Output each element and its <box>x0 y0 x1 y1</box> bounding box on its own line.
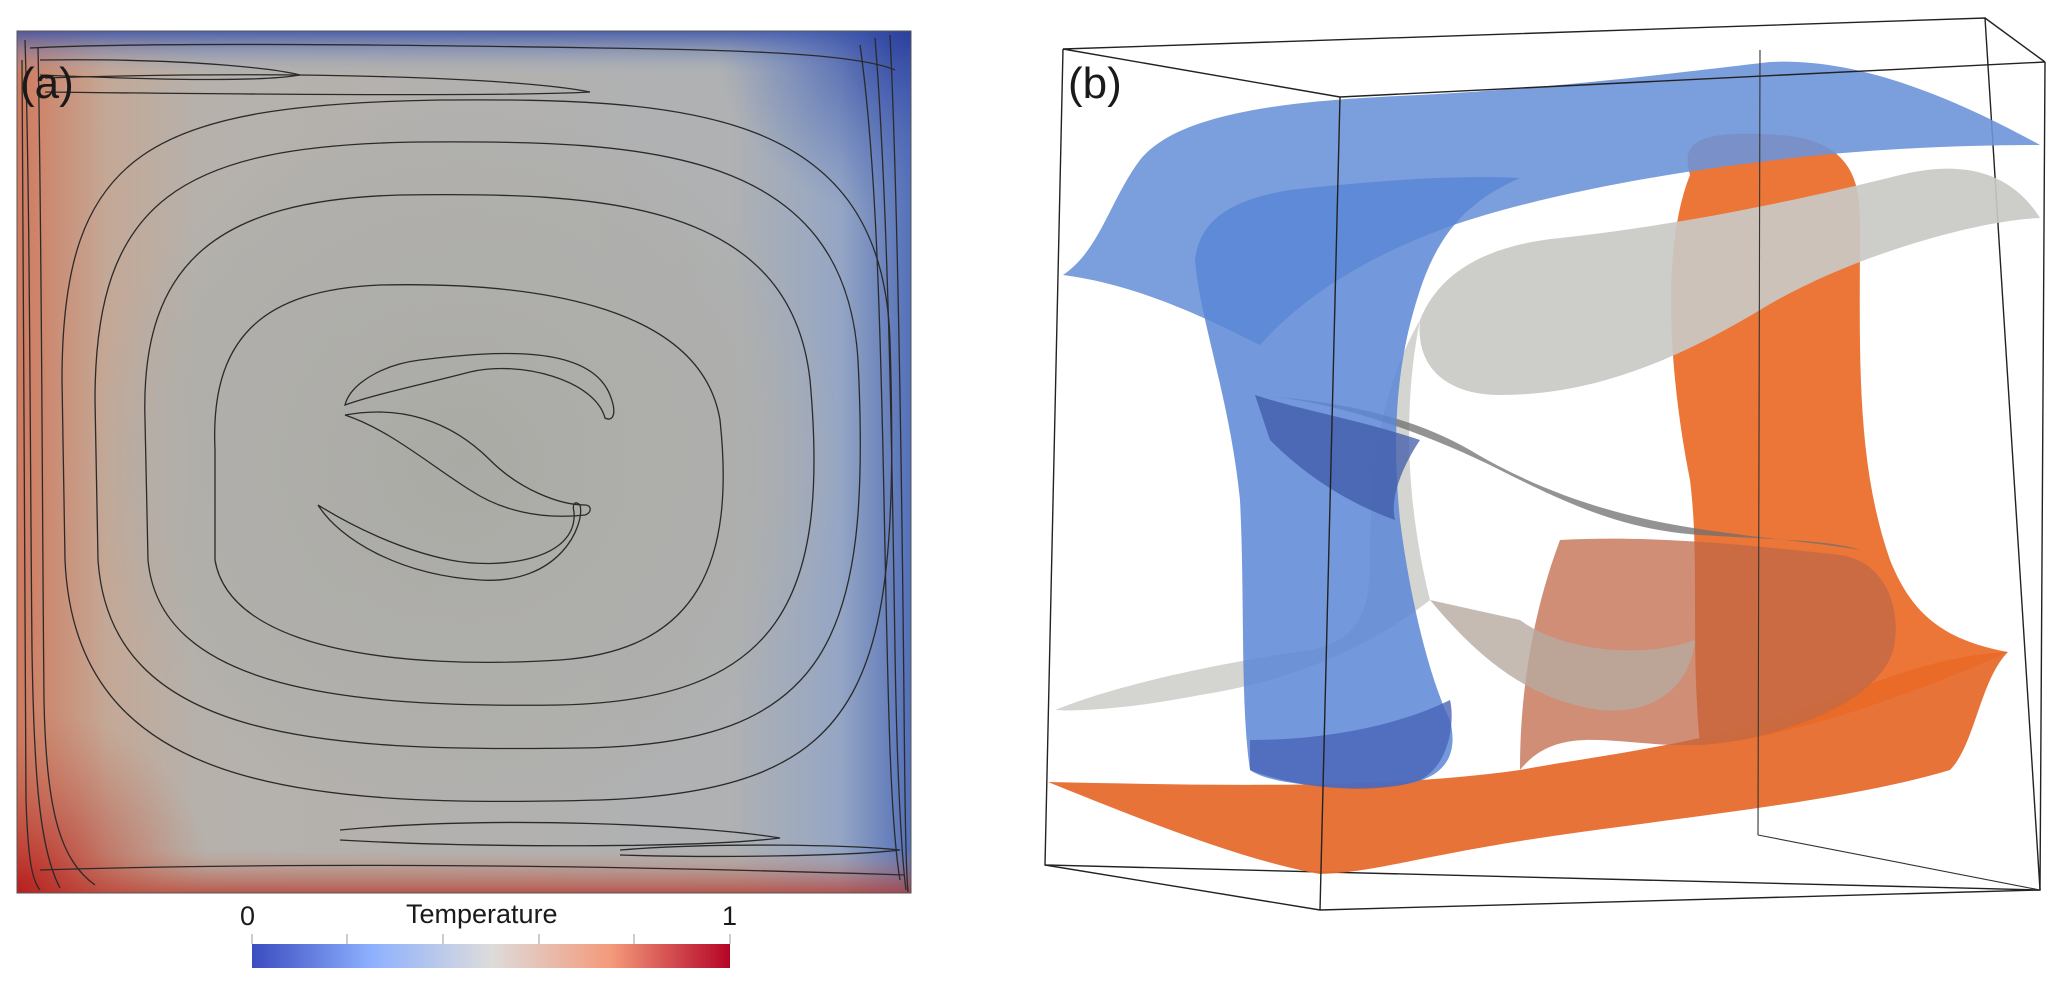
colorbar <box>251 934 731 968</box>
colorbar-title: Temperature <box>406 899 558 929</box>
panel-b-label: (b) <box>1068 59 1122 108</box>
panel-a-label: (a) <box>20 59 74 108</box>
streamlines <box>21 34 909 893</box>
neutral-isosurface <box>1055 168 2040 711</box>
colorbar-gradient <box>252 944 730 968</box>
colorbar-max-label: 1 <box>722 901 738 931</box>
panel-a-temperature-field <box>16 30 912 894</box>
field-core <box>17 31 911 893</box>
colorbar-min-label: 0 <box>240 901 256 931</box>
panel-b-isosurfaces <box>1044 17 2046 911</box>
cold-isosurface <box>1063 61 2040 789</box>
bounding-box-front <box>1044 49 2046 911</box>
colorbar-ticks <box>251 934 731 944</box>
panel-a-frame <box>16 30 912 894</box>
